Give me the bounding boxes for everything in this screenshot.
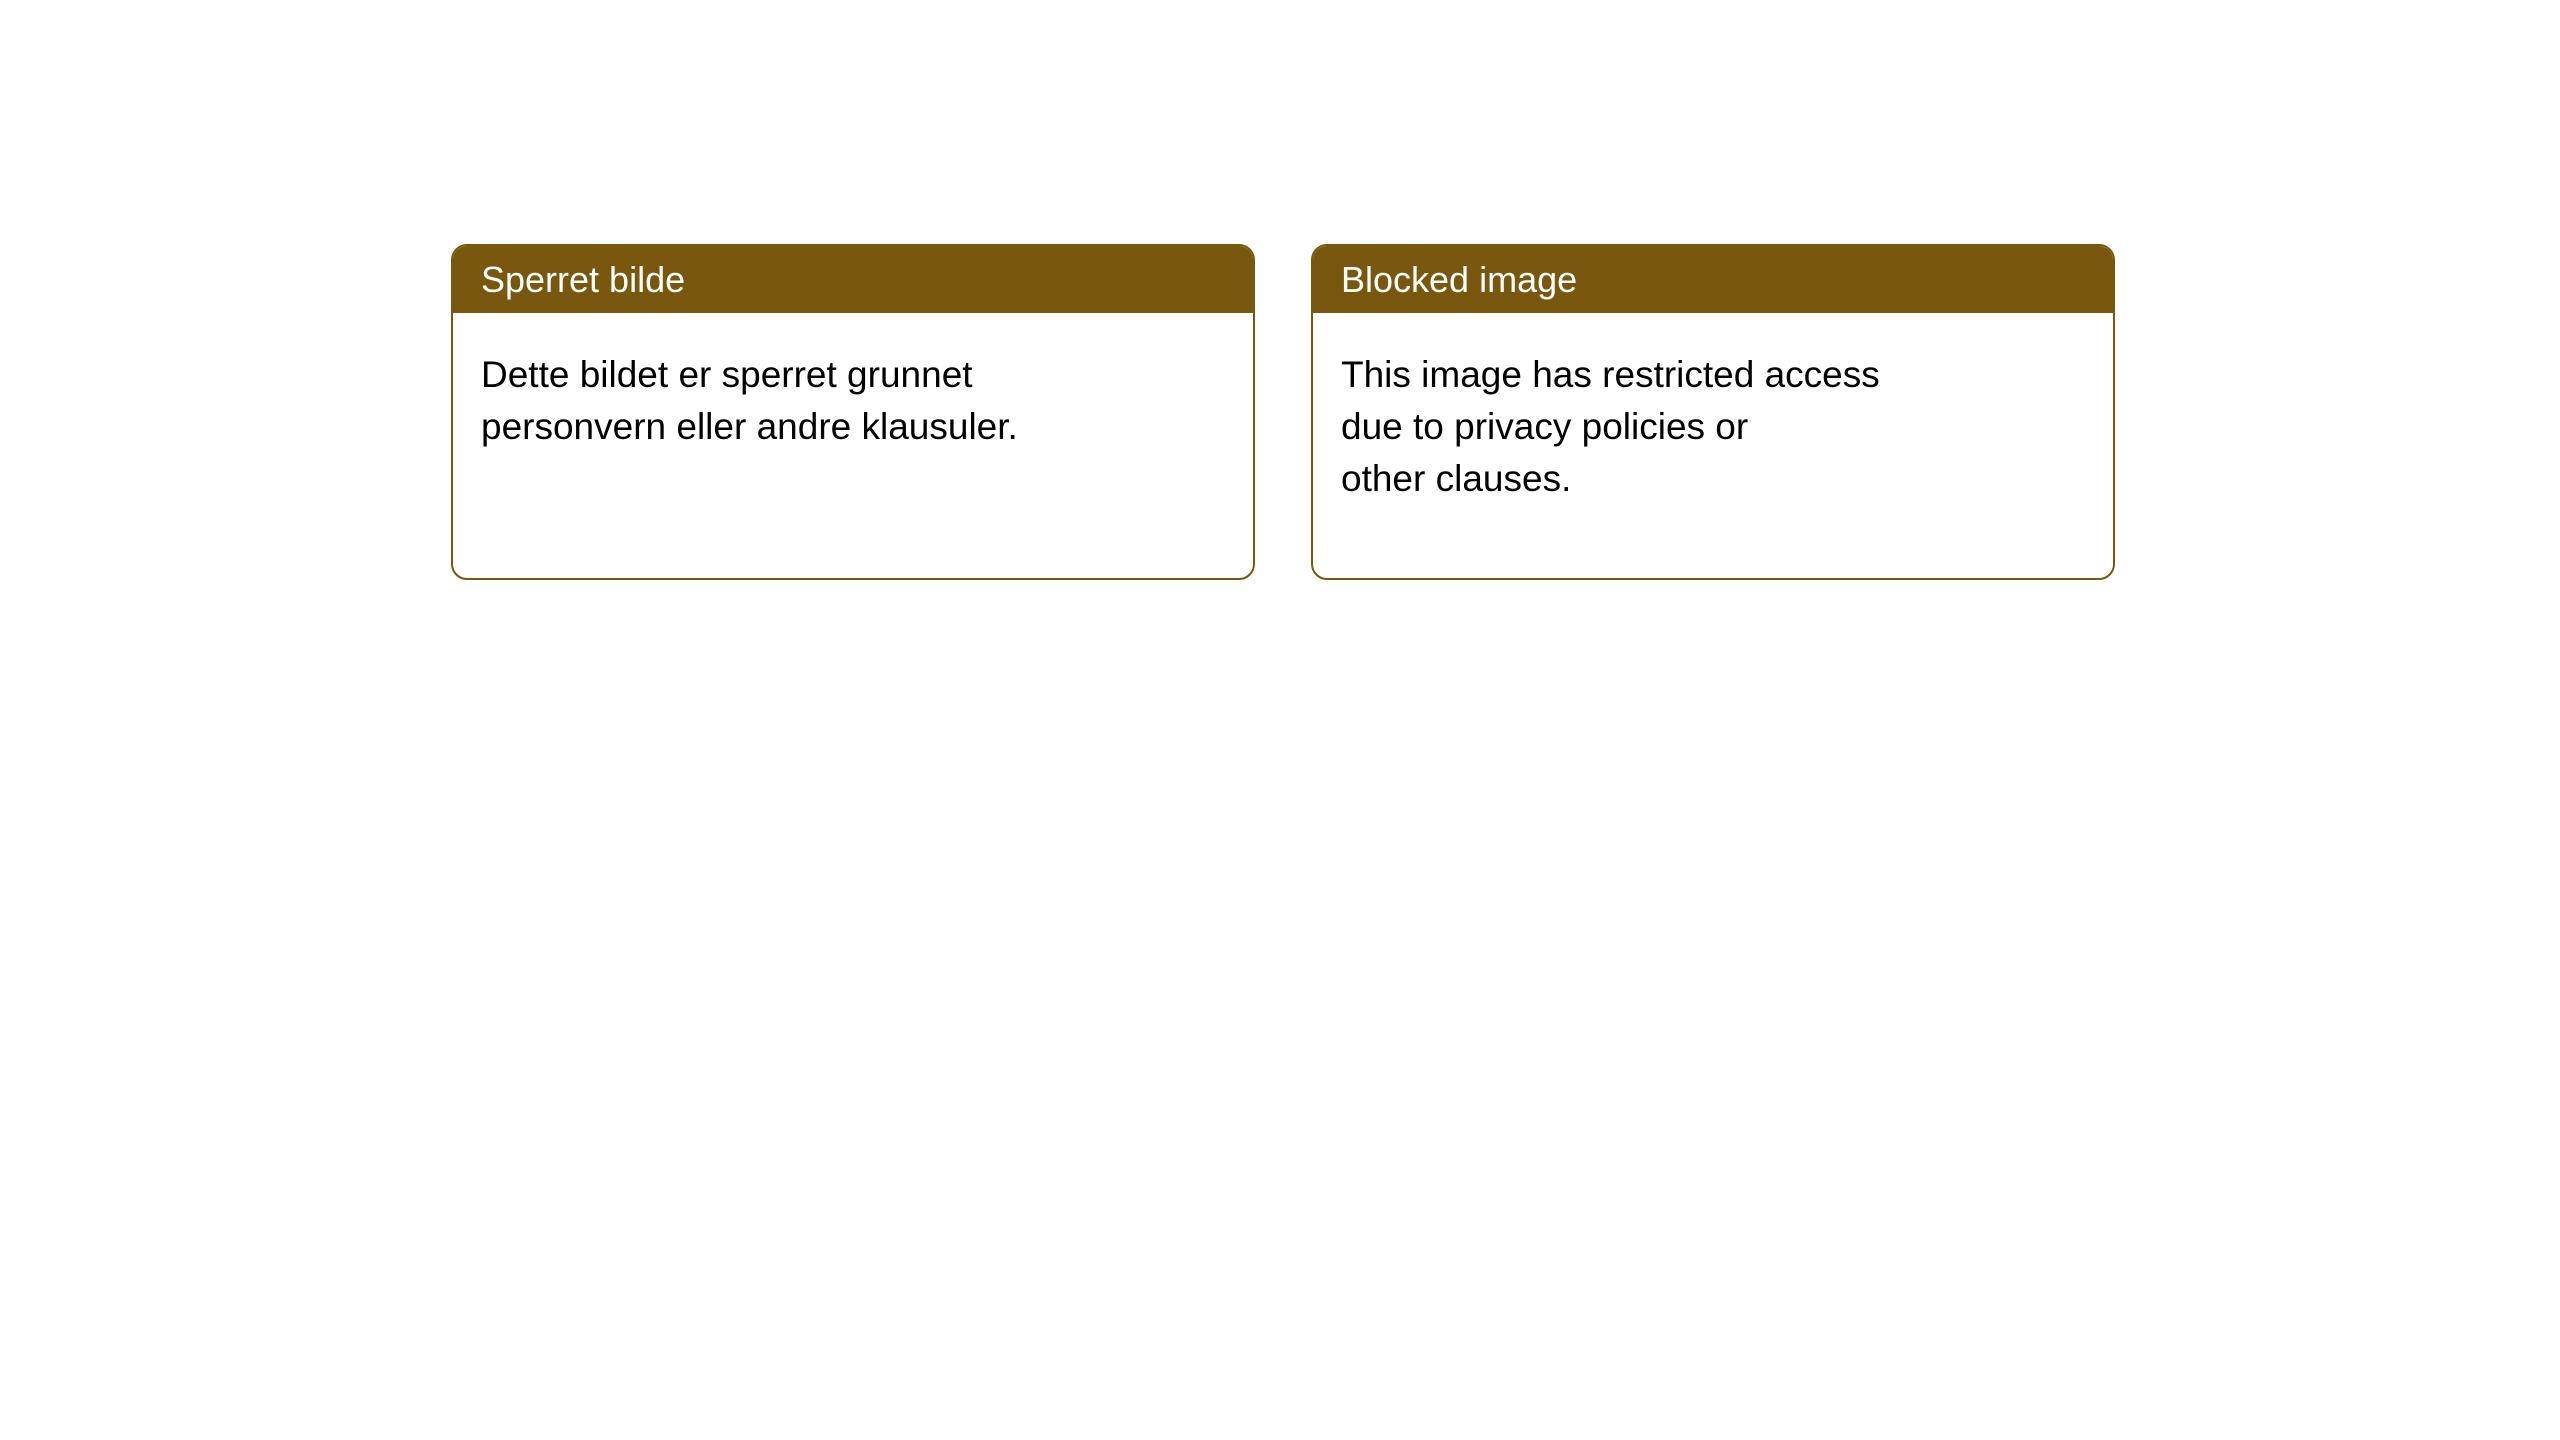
notice-header: Blocked image (1313, 246, 2113, 313)
notice-body: This image has restricted access due to … (1313, 313, 2113, 540)
notice-card-english: Blocked image This image has restricted … (1311, 244, 2115, 580)
notice-card-norwegian: Sperret bilde Dette bildet er sperret gr… (451, 244, 1255, 580)
notice-header: Sperret bilde (453, 246, 1253, 313)
notice-body: Dette bildet er sperret grunnet personve… (453, 313, 1253, 489)
notice-container: Sperret bilde Dette bildet er sperret gr… (451, 244, 2115, 580)
